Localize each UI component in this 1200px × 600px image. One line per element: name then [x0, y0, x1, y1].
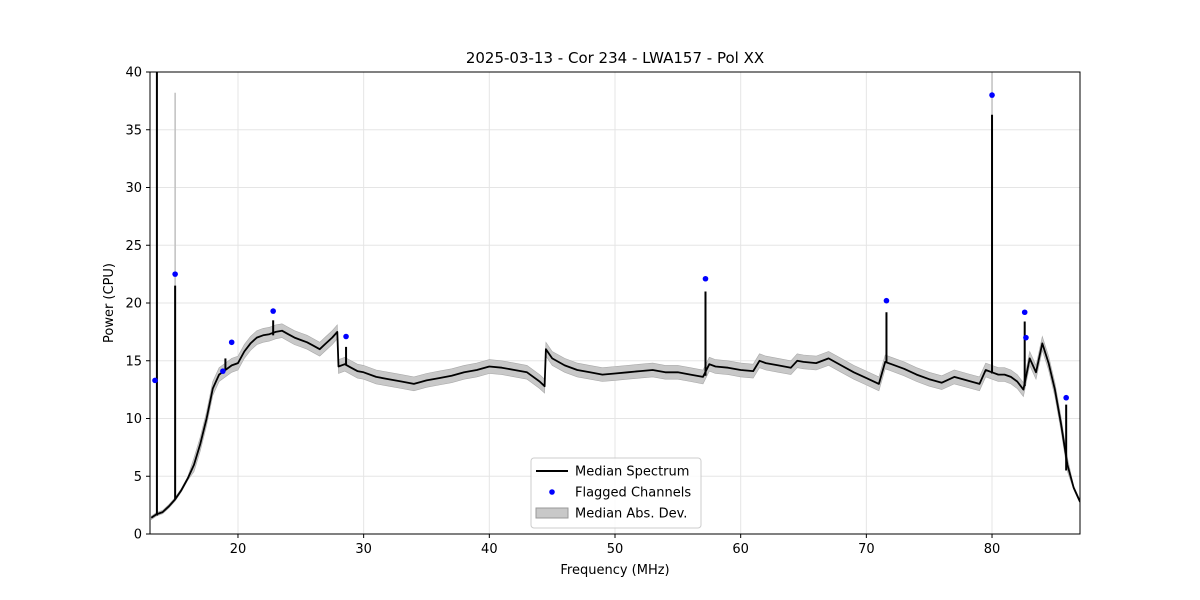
legend-swatch-mad	[535, 507, 569, 519]
flagged-point	[702, 275, 709, 282]
flagged-point	[220, 368, 226, 374]
legend-box	[530, 457, 702, 529]
y-tick-label: 30	[125, 181, 142, 196]
flagged-point	[1023, 334, 1029, 341]
y-tick-label: 5	[134, 470, 142, 485]
y-axis-ticks: 0 5 10 15 20 25 30 35 40	[125, 66, 150, 543]
legend-label-mad: Median Abs. Dev.	[575, 507, 687, 522]
legend: Median Spectrum Flagged Channels Median …	[530, 457, 702, 529]
x-tick-label: 30	[355, 542, 372, 557]
x-tick-label: 60	[732, 542, 749, 557]
flagged-point	[343, 333, 349, 340]
y-tick-label: 20	[125, 297, 142, 312]
flagged-point	[1021, 309, 1028, 316]
legend-label-median: Median Spectrum	[575, 465, 689, 480]
x-tick-label: 40	[481, 542, 498, 557]
mad-band-area	[151, 323, 1080, 521]
y-tick-label: 15	[125, 354, 142, 369]
x-tick-label: 70	[858, 542, 875, 557]
y-tick-label: 40	[125, 66, 142, 81]
flagged-point	[228, 339, 235, 346]
y-tick-label: 25	[125, 239, 142, 254]
x-axis-ticks: 20 30 40 50 60 70 80	[230, 534, 1001, 557]
legend-swatch-flagged	[549, 489, 555, 495]
x-tick-label: 20	[230, 542, 247, 557]
flagged-point	[270, 308, 276, 314]
legend-label-flagged: Flagged Channels	[575, 486, 691, 501]
y-axis-label: Power (CPU)	[102, 263, 117, 343]
y-tick-label: 35	[125, 123, 142, 138]
flagged-point	[883, 297, 890, 304]
flagged-point	[152, 377, 158, 384]
flagged-points	[152, 92, 1069, 401]
chart-title: 2025-03-13 - Cor 234 - LWA157 - Pol XX	[466, 49, 764, 67]
x-tick-label: 80	[984, 542, 1001, 557]
x-axis-label: Frequency (MHz)	[560, 563, 669, 578]
median-line-group	[150, 72, 1080, 519]
flagged-point	[989, 92, 995, 98]
y-tick-label: 0	[134, 528, 142, 543]
y-tick-label: 10	[125, 412, 142, 427]
flagged-point	[1063, 394, 1069, 401]
x-tick-label: 50	[607, 542, 624, 557]
flagged-point	[172, 271, 178, 277]
median-spectrum-line	[150, 329, 1080, 519]
